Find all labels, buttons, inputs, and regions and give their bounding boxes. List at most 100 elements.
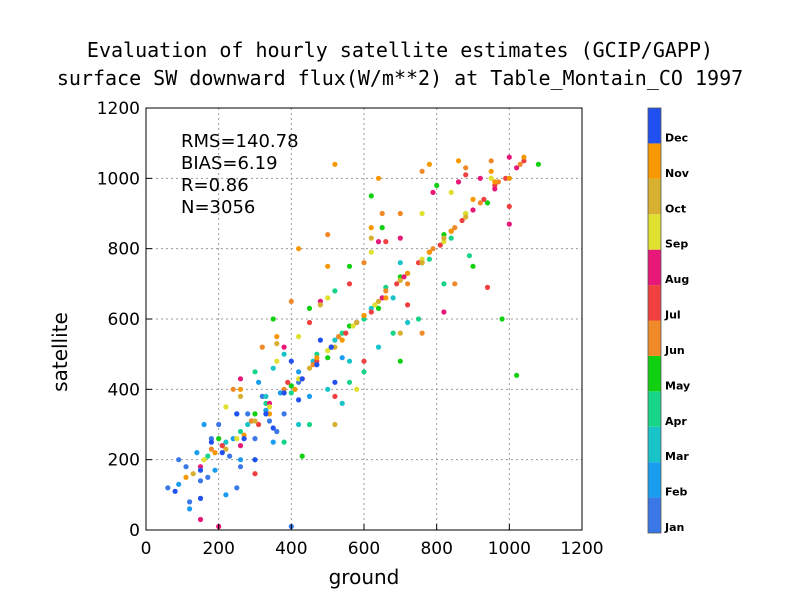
data-point-aug <box>281 344 287 350</box>
data-point-oct <box>317 302 323 308</box>
data-point-jun <box>452 225 458 231</box>
data-point-oct <box>332 421 338 428</box>
data-point-sep <box>266 404 273 410</box>
colorbar-segment-jul <box>648 285 661 321</box>
data-point-nov <box>368 225 374 231</box>
data-point-feb <box>187 506 193 512</box>
data-point-jul <box>463 172 469 178</box>
data-point-jul <box>346 281 353 287</box>
data-point-sep <box>234 436 240 442</box>
data-point-nov <box>448 228 454 234</box>
data-point-jun <box>230 386 236 392</box>
data-point-mar <box>223 439 229 445</box>
colorbar-segment-dec <box>648 108 661 144</box>
data-point-jul <box>368 309 374 315</box>
data-point-nov <box>383 295 389 301</box>
data-point-dec <box>197 495 204 501</box>
data-point-nov <box>455 158 462 164</box>
data-point-jun <box>419 330 425 336</box>
data-point-jul <box>332 393 338 399</box>
data-point-nov <box>492 179 498 185</box>
data-point-feb <box>256 379 262 385</box>
data-point-mar <box>263 393 269 399</box>
data-points <box>165 154 542 530</box>
stat-r: R=0.86 <box>181 175 249 196</box>
data-point-aug <box>455 179 462 185</box>
data-point-mar <box>270 365 276 371</box>
month-colorbar: Jan Feb Mar Apr May Jun Jul Aug Sep Oct Nov Dec <box>647 107 690 534</box>
data-point-jul <box>394 281 400 287</box>
data-point-aug <box>506 154 512 160</box>
chart-subtitle: surface SW downward flux(W/m**2) at Tabl… <box>56 66 744 90</box>
data-point-sep <box>488 175 494 181</box>
data-point-jun <box>325 232 331 238</box>
colorbar-label: Aug <box>665 273 689 286</box>
stat-rms: RMS=140.78 <box>181 131 299 152</box>
data-point-oct <box>375 298 382 304</box>
data-point-feb <box>306 393 313 399</box>
data-point-apr <box>339 330 345 336</box>
data-point-oct <box>441 235 447 241</box>
data-point-dec <box>332 379 338 385</box>
data-point-dec <box>252 457 258 463</box>
data-point-feb <box>223 492 229 498</box>
data-point-mar <box>296 421 302 428</box>
data-point-sep <box>325 295 331 301</box>
data-point-jun <box>259 344 265 350</box>
data-point-feb <box>194 450 200 456</box>
data-point-jan <box>266 418 273 424</box>
data-point-mar <box>325 386 331 392</box>
data-point-nov <box>361 312 367 319</box>
colorbar-segment-mar <box>648 426 661 463</box>
colorbar-segment-feb <box>648 462 661 498</box>
colorbar-label: Jun <box>664 344 685 357</box>
data-point-jul <box>256 421 262 428</box>
data-point-aug <box>470 207 476 213</box>
y-tick-label: 200 <box>108 451 140 471</box>
data-point-may <box>270 316 276 322</box>
data-point-jan <box>165 485 171 491</box>
data-point-dec <box>234 411 240 417</box>
data-point-jul <box>503 175 509 181</box>
data-point-nov <box>470 196 476 202</box>
y-tick-label: 1200 <box>97 99 140 119</box>
data-point-jun <box>288 298 294 304</box>
data-point-jul <box>306 319 313 326</box>
data-point-jan <box>176 457 182 463</box>
colorbar-label: May <box>665 379 690 392</box>
data-point-jul <box>343 330 349 336</box>
data-point-may <box>397 358 403 364</box>
x-tick-label: 800 <box>420 539 452 559</box>
data-point-may <box>484 200 491 206</box>
data-point-apr <box>466 253 472 259</box>
statistics-block: RMS=140.78 BIAS=6.19 R=0.86 N=3056 <box>181 131 299 219</box>
data-point-jul <box>405 302 411 308</box>
data-point-dec <box>299 376 305 382</box>
data-point-nov <box>339 337 345 343</box>
data-point-may <box>499 316 505 322</box>
stat-bias: BIAS=6.19 <box>181 153 278 174</box>
data-point-jan <box>216 421 222 428</box>
data-point-jan <box>252 436 258 442</box>
data-point-jun <box>405 281 411 287</box>
data-point-sep <box>325 348 331 354</box>
data-point-feb <box>237 457 244 463</box>
data-point-jun <box>208 446 214 452</box>
data-point-sep <box>296 376 302 382</box>
data-point-jun <box>361 260 367 266</box>
data-point-apr <box>281 439 287 445</box>
data-point-may <box>325 355 331 361</box>
colorbar-segment-nov <box>648 143 661 179</box>
data-point-dec <box>241 436 247 442</box>
data-point-dec <box>314 362 320 368</box>
data-point-mar <box>390 295 396 301</box>
data-point-aug <box>237 376 244 382</box>
y-axis-ticks: 0 200 400 600 800 1000 1200 <box>97 99 152 541</box>
colorbar-segment-may <box>648 355 661 392</box>
data-point-may <box>470 263 476 269</box>
data-point-mar <box>339 400 345 406</box>
data-point-aug <box>506 221 512 227</box>
data-point-nov <box>375 175 382 181</box>
data-point-may <box>434 182 440 188</box>
